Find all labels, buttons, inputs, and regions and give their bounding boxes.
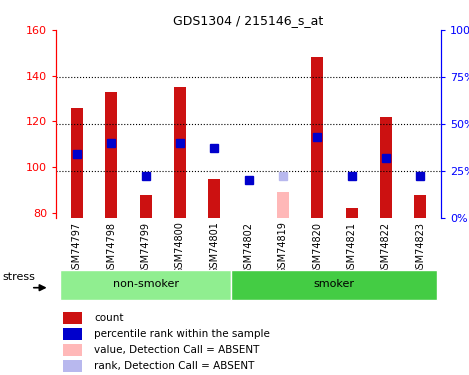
Text: GSM74802: GSM74802 bbox=[243, 222, 254, 274]
Bar bbox=[71, 108, 83, 218]
Bar bbox=[346, 209, 357, 218]
Bar bbox=[60, 270, 231, 300]
Text: GSM74820: GSM74820 bbox=[312, 222, 322, 274]
Text: GSM74819: GSM74819 bbox=[278, 222, 288, 274]
Text: stress: stress bbox=[3, 272, 36, 282]
Text: GSM74823: GSM74823 bbox=[415, 222, 425, 274]
Bar bbox=[231, 270, 438, 300]
Text: GSM74798: GSM74798 bbox=[106, 222, 116, 274]
Bar bbox=[63, 360, 82, 372]
Bar bbox=[380, 117, 392, 218]
Bar bbox=[311, 57, 323, 217]
Text: count: count bbox=[94, 313, 124, 323]
Bar bbox=[277, 192, 289, 217]
Bar bbox=[63, 312, 82, 324]
Text: percentile rank within the sample: percentile rank within the sample bbox=[94, 329, 270, 339]
Bar bbox=[414, 195, 426, 217]
Bar bbox=[105, 92, 117, 218]
Text: rank, Detection Call = ABSENT: rank, Detection Call = ABSENT bbox=[94, 361, 255, 371]
Text: GSM74801: GSM74801 bbox=[209, 222, 219, 274]
Text: GSM74799: GSM74799 bbox=[141, 222, 151, 274]
Text: GSM74800: GSM74800 bbox=[175, 222, 185, 274]
Bar bbox=[63, 328, 82, 340]
Bar bbox=[63, 344, 82, 356]
Text: GSM74822: GSM74822 bbox=[381, 222, 391, 274]
Text: non-smoker: non-smoker bbox=[113, 279, 179, 290]
Bar bbox=[140, 195, 151, 217]
Bar bbox=[174, 87, 186, 218]
Title: GDS1304 / 215146_s_at: GDS1304 / 215146_s_at bbox=[174, 15, 324, 27]
Text: value, Detection Call = ABSENT: value, Detection Call = ABSENT bbox=[94, 345, 260, 355]
Text: smoker: smoker bbox=[314, 279, 355, 290]
Text: GSM74797: GSM74797 bbox=[72, 222, 82, 274]
Bar bbox=[208, 178, 220, 218]
Text: GSM74821: GSM74821 bbox=[347, 222, 356, 274]
